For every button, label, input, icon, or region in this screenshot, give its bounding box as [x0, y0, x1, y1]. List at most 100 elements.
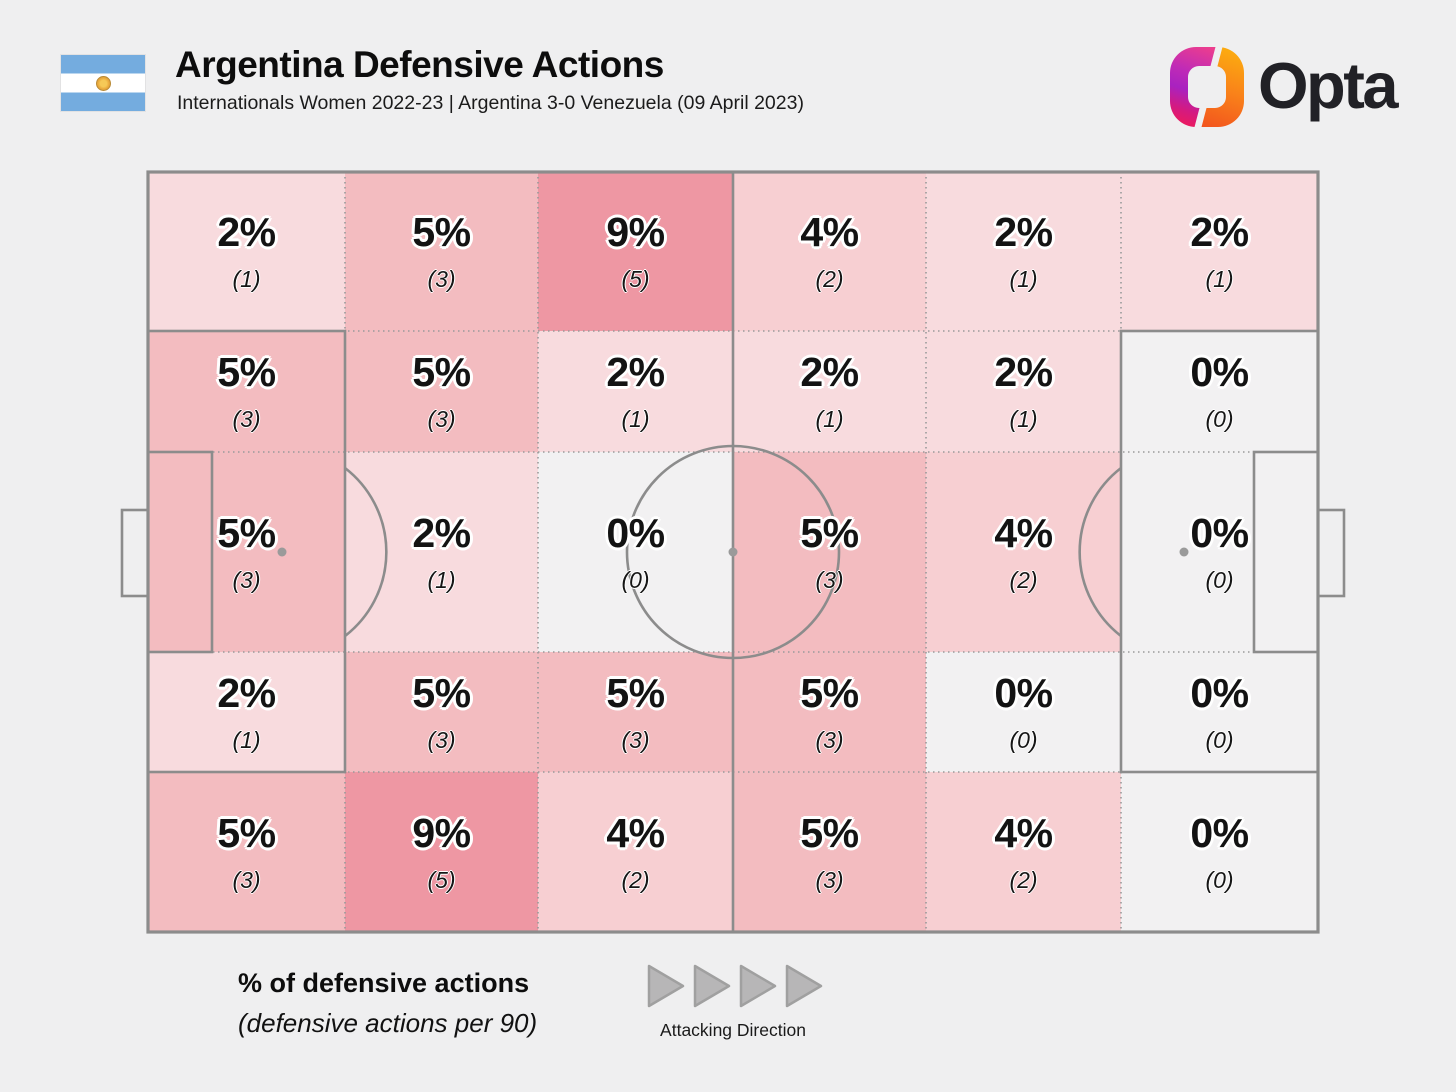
zone-cell-r1c2: 5% (3): [345, 172, 538, 331]
zone-percentage: 5%: [800, 809, 859, 856]
zone-percentage: 2%: [800, 349, 859, 395]
attacking-direction-label: Attacking Direction: [660, 1020, 806, 1040]
zone-cell-r4c5: 0% (0): [926, 652, 1121, 772]
zone-cell-r2c5: 2% (1): [926, 331, 1121, 452]
zone-percentage: 5%: [606, 669, 665, 716]
zone-percentage: 5%: [217, 509, 276, 556]
zone-cell-r2c1: 5% (3): [148, 331, 345, 452]
zone-percentage: 5%: [412, 669, 471, 716]
zone-cell-r5c2: 9% (5): [345, 772, 538, 932]
zone-cell-r3c3: 0% (0): [538, 452, 733, 652]
zone-cell-r3c1: 5% (3): [148, 452, 345, 652]
zone-cell-r4c2: 5% (3): [345, 652, 538, 772]
zone-percentage: 0%: [1190, 509, 1249, 556]
zone-cell-r5c3: 4% (2): [538, 772, 733, 932]
flag-sun-icon: [95, 75, 111, 91]
zone-percentage: 4%: [800, 209, 859, 255]
zone-per90-count: (1): [1009, 266, 1038, 292]
zone-per90-count: (1): [232, 726, 261, 753]
zone-cell-r5c5: 4% (2): [926, 772, 1121, 932]
zone-cell-r3c5: 4% (2): [926, 452, 1121, 652]
zone-per90-count: (3): [621, 726, 650, 753]
zone-per90-count: (1): [1009, 406, 1038, 432]
zone-cell-r3c4: 5% (3): [733, 452, 926, 652]
zone-cell-r2c3: 2% (1): [538, 331, 733, 452]
zone-percentage: 5%: [800, 509, 859, 556]
zone-percentage: 5%: [217, 809, 276, 856]
zone-per90-count: (1): [232, 266, 261, 292]
zone-percentage: 2%: [994, 349, 1053, 395]
zone-per90-count: (3): [815, 866, 844, 893]
arrow-right-icon: [647, 964, 685, 1008]
zone-per90-count: (2): [815, 266, 844, 292]
legend-title: % of defensive actions: [238, 968, 530, 998]
zone-per90-count: (1): [427, 566, 456, 593]
zone-cell-r4c1: 2% (1): [148, 652, 345, 772]
zone-cell-r5c6: 0% (0): [1121, 772, 1318, 932]
page-subtitle: Internationals Women 2022-23 | Argentina…: [177, 92, 804, 114]
zone-cell-r3c6: 0% (0): [1121, 452, 1318, 652]
arrow-right-icon: [739, 964, 777, 1008]
zone-per90-count: (3): [427, 726, 456, 753]
zone-percentage: 5%: [800, 669, 859, 716]
zone-percentage: 0%: [994, 669, 1053, 716]
zone-percentage: 2%: [412, 509, 471, 556]
zone-cell-r1c3: 9% (5): [538, 172, 733, 331]
zone-percentage: 0%: [606, 509, 665, 556]
zone-percentage: 4%: [994, 509, 1053, 556]
zone-cell-r1c1: 2% (1): [148, 172, 345, 331]
zone-percentage: 5%: [217, 349, 276, 395]
zone-percentage: 0%: [1190, 669, 1249, 716]
zone-cell-r5c1: 5% (3): [148, 772, 345, 932]
zone-per90-count: (0): [1205, 406, 1234, 432]
zone-per90-count: (3): [427, 406, 456, 432]
zone-per90-count: (3): [815, 566, 844, 593]
zone-percentage: 2%: [217, 209, 276, 255]
opta-wordmark: Opta: [1258, 49, 1399, 122]
zone-cell-r5c4: 5% (3): [733, 772, 926, 932]
zone-per90-count: (3): [232, 406, 261, 432]
zone-cell-r1c4: 4% (2): [733, 172, 926, 331]
zone-per90-count: (3): [232, 866, 261, 893]
zone-cell-r2c6: 0% (0): [1121, 331, 1318, 452]
arrow-right-icon: [785, 964, 823, 1008]
zone-percentage: 2%: [1190, 209, 1249, 255]
zone-per90-count: (0): [621, 566, 650, 593]
zone-per90-count: (3): [815, 726, 844, 753]
zone-per90-count: (0): [1205, 866, 1234, 893]
zone-per90-count: (2): [621, 866, 650, 893]
zone-per90-count: (3): [232, 566, 261, 593]
zone-cell-r1c6: 2% (1): [1121, 172, 1318, 331]
zone-percentage: 5%: [412, 209, 471, 255]
arrow-right-icon: [693, 964, 731, 1008]
legend-subtitle: (defensive actions per 90): [238, 1008, 538, 1038]
zone-percentage: 2%: [606, 349, 665, 395]
zone-per90-count: (3): [427, 266, 456, 292]
zone-percentage: 4%: [606, 809, 665, 856]
zone-per90-count: (5): [621, 266, 650, 292]
pitch-heatmap: 2% (1) 5% (3) 9% (5) 4% (2) 2% (1) 2% (1) 5% (3) 5% (3)…: [120, 170, 1346, 934]
zone-cell-r1c5: 2% (1): [926, 172, 1121, 331]
zone-cell-r4c4: 5% (3): [733, 652, 926, 772]
zone-per90-count: (0): [1009, 726, 1038, 753]
zone-per90-count: (0): [1205, 566, 1234, 593]
zone-per90-count: (0): [1205, 726, 1234, 753]
zone-per90-count: (1): [815, 406, 844, 432]
zone-percentage: 5%: [412, 349, 471, 395]
zone-cell-r4c3: 5% (3): [538, 652, 733, 772]
zone-cell-r2c2: 5% (3): [345, 331, 538, 452]
attacking-direction-arrows-icon: [647, 964, 823, 1008]
zone-cell-r4c6: 0% (0): [1121, 652, 1318, 772]
zone-cell-r2c4: 2% (1): [733, 331, 926, 452]
opta-logo-icon: [1170, 47, 1244, 127]
argentina-flag-icon: [61, 55, 145, 111]
zone-per90-count: (1): [1205, 266, 1234, 292]
zone-cell-r3c2: 2% (1): [345, 452, 538, 652]
zone-percentage: 9%: [412, 809, 471, 856]
zone-percentage: 0%: [1190, 349, 1249, 395]
zone-per90-count: (1): [621, 406, 650, 432]
zone-percentage: 9%: [606, 209, 665, 255]
zone-percentage: 2%: [994, 209, 1053, 255]
zone-percentage: 2%: [217, 669, 276, 716]
